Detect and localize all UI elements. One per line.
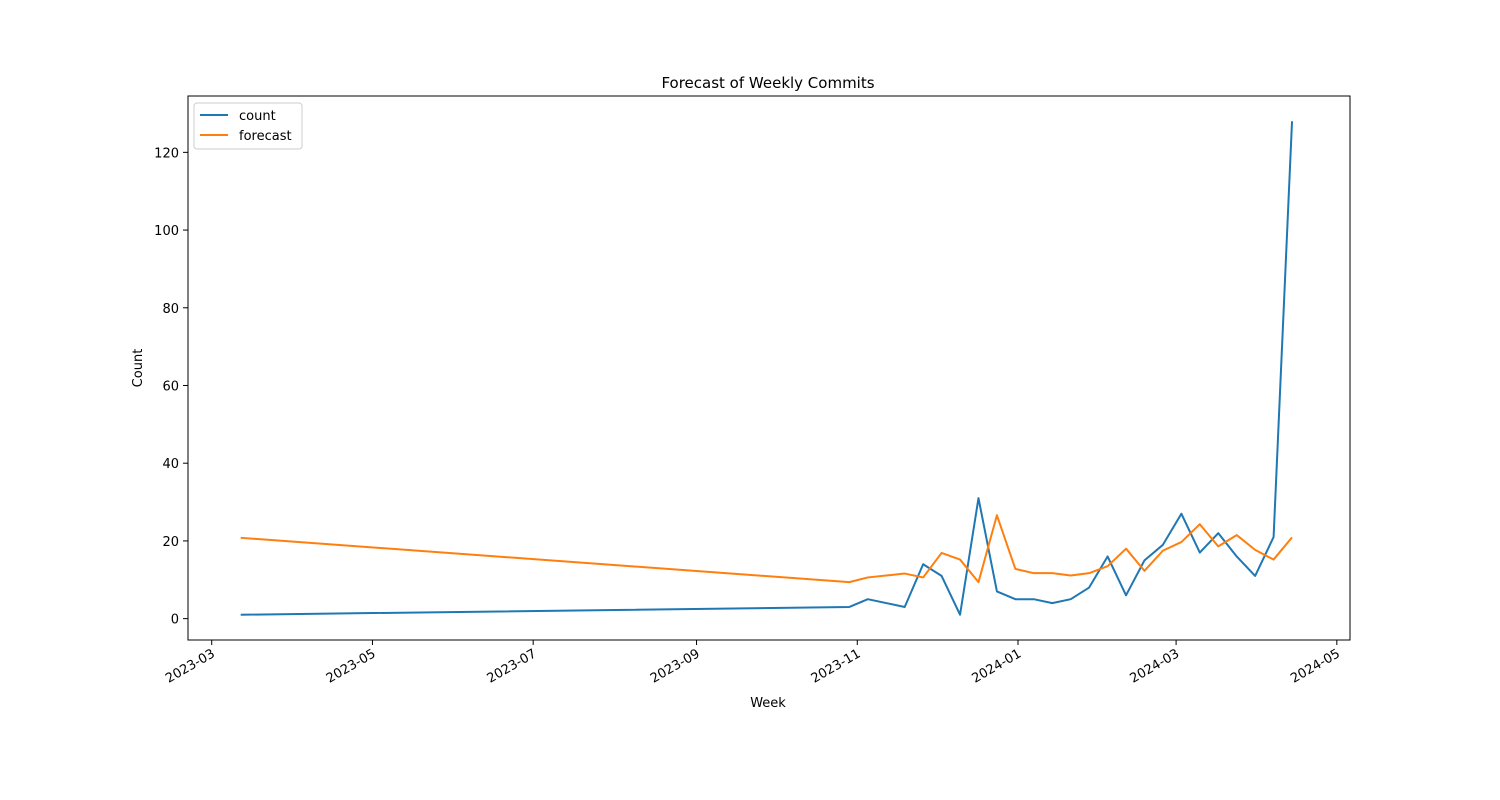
legend-label-forecast: forecast xyxy=(239,129,292,144)
series-line-forecast xyxy=(240,514,1293,584)
y-tick-label: 80 xyxy=(162,302,179,317)
y-tick-label: 40 xyxy=(162,457,179,472)
chart-title: Forecast of Weekly Commits xyxy=(661,74,874,92)
y-tick-label: 20 xyxy=(162,535,179,550)
plot-frame xyxy=(187,95,1351,641)
y-tick-label: 60 xyxy=(162,379,179,394)
x-axis-label: Week xyxy=(750,696,786,711)
y-axis-label: Count xyxy=(131,349,146,388)
y-tick-label: 100 xyxy=(154,224,179,239)
series-line-count xyxy=(240,121,1294,616)
y-axis-ticks: 0 20 40 60 80 100 120 xyxy=(154,146,188,628)
legend-label-count: count xyxy=(239,109,276,124)
legend: count forecast xyxy=(193,102,303,150)
y-tick-label: 120 xyxy=(154,146,179,161)
y-tick-label: 0 xyxy=(171,613,179,628)
series-layer xyxy=(240,121,1294,616)
